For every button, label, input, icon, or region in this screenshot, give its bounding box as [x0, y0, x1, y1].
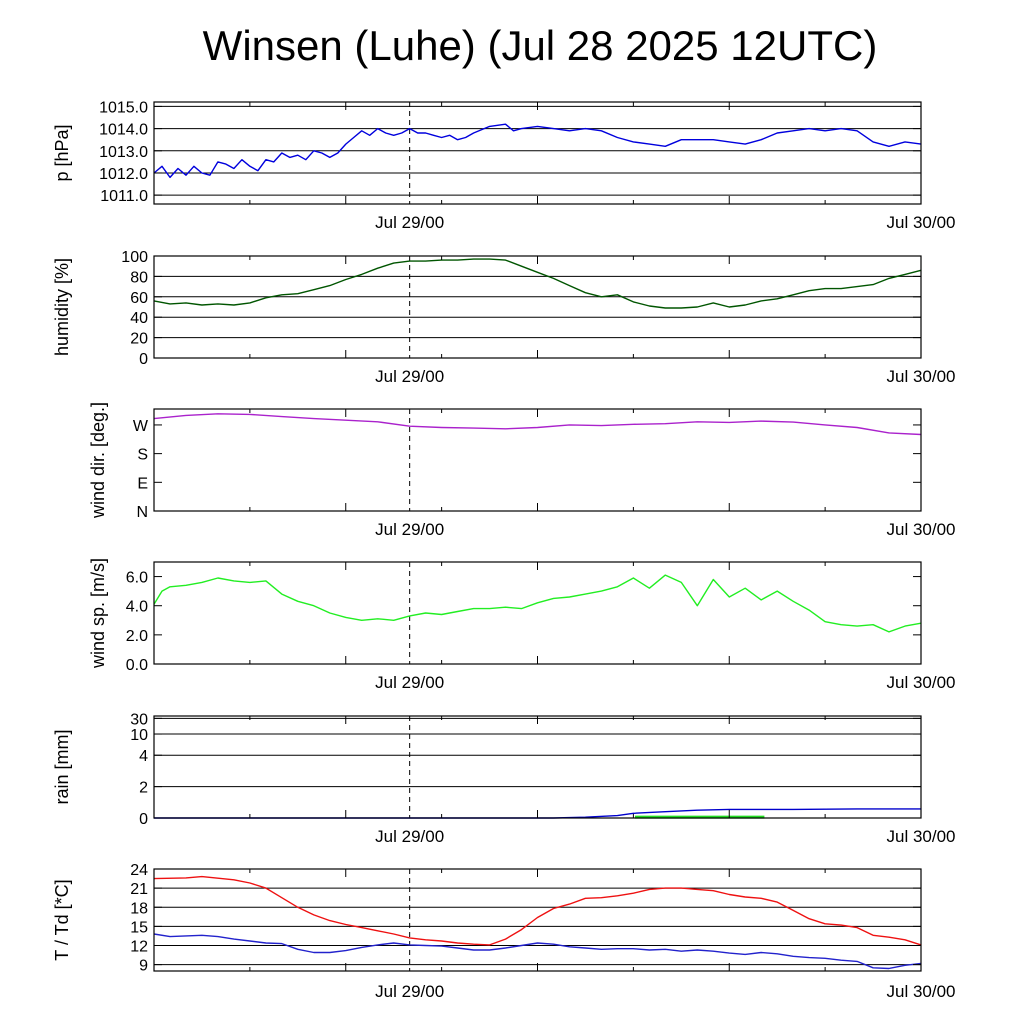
y-tick-label: 1011.0 [100, 188, 148, 205]
y-tick-label: W [133, 418, 149, 435]
x-tick-label: Jul 29/00 [375, 827, 444, 846]
series-line-1 [153, 413, 922, 436]
x-tick-label: Jul 29/00 [375, 520, 444, 539]
y-tick-label: 1014.0 [99, 122, 148, 139]
y-tick-label: 12 [130, 939, 148, 956]
y-tick-label: 2 [139, 780, 148, 797]
y-tick-label: 40 [130, 310, 148, 327]
y-axis-label: T / Td [*C] [52, 879, 72, 960]
x-tick-label: Jul 29/00 [375, 213, 444, 232]
y-tick-label: 20 [130, 331, 148, 348]
y-tick-label: E [137, 475, 148, 492]
y-tick-label: 0 [139, 351, 148, 368]
series-line-2 [153, 933, 922, 970]
y-tick-label: S [137, 447, 148, 464]
rain-bar [634, 815, 765, 819]
y-tick-label: 15 [130, 919, 148, 936]
page-title: Winsen (Luhe) (Jul 28 2025 12UTC) [202, 22, 878, 69]
x-tick-label: Jul 30/00 [887, 213, 956, 232]
series-line-1 [153, 123, 922, 179]
x-tick-label: Jul 30/00 [887, 367, 956, 386]
x-tick-label: Jul 29/00 [375, 982, 444, 1001]
y-axis-label: p [hPa] [52, 124, 72, 181]
y-tick-label: 24 [130, 862, 148, 879]
plot-frame [153, 561, 922, 665]
y-axis-label: rain [mm] [52, 729, 72, 804]
x-tick-label: Jul 29/00 [375, 673, 444, 692]
y-tick-label: 0 [139, 811, 148, 828]
y-tick-label: 18 [130, 900, 148, 917]
plot-frame [153, 868, 922, 972]
y-tick-label: 1015.0 [99, 99, 148, 116]
y-tick-label: 60 [130, 290, 148, 307]
y-tick-label: 2.0 [126, 628, 148, 645]
y-tick-label: 1013.0 [99, 144, 148, 161]
plot-frame [153, 255, 922, 359]
y-tick-label: 80 [130, 269, 148, 286]
series-line-1 [153, 574, 922, 633]
x-tick-label: Jul 30/00 [887, 673, 956, 692]
x-tick-label: Jul 29/00 [375, 367, 444, 386]
y-tick-label: 6.0 [126, 570, 148, 587]
plot-frame [153, 101, 922, 205]
y-tick-label: 1012.0 [99, 166, 148, 183]
x-tick-label: Jul 30/00 [887, 982, 956, 1001]
plot-frame [153, 408, 922, 512]
y-tick-label: 10 [130, 727, 148, 744]
series-line-1 [153, 875, 922, 946]
y-tick-label: 100 [121, 249, 148, 266]
y-axis-label: wind dir. [deg.] [88, 402, 108, 519]
x-tick-label: Jul 30/00 [887, 520, 956, 539]
y-tick-label: N [136, 504, 148, 521]
y-axis-label: humidity [%] [52, 258, 72, 356]
series-line-1 [153, 258, 922, 309]
x-tick-label: Jul 30/00 [887, 827, 956, 846]
plot-frame [153, 715, 922, 819]
y-axis-label: wind sp. [m/s] [88, 558, 108, 669]
y-tick-label: 9 [139, 958, 148, 975]
y-tick-label: 0.0 [126, 657, 148, 674]
y-tick-label: 4 [139, 748, 148, 765]
y-tick-label: 30 [130, 711, 148, 728]
y-tick-label: 4.0 [126, 599, 148, 616]
y-tick-label: 21 [130, 881, 148, 898]
